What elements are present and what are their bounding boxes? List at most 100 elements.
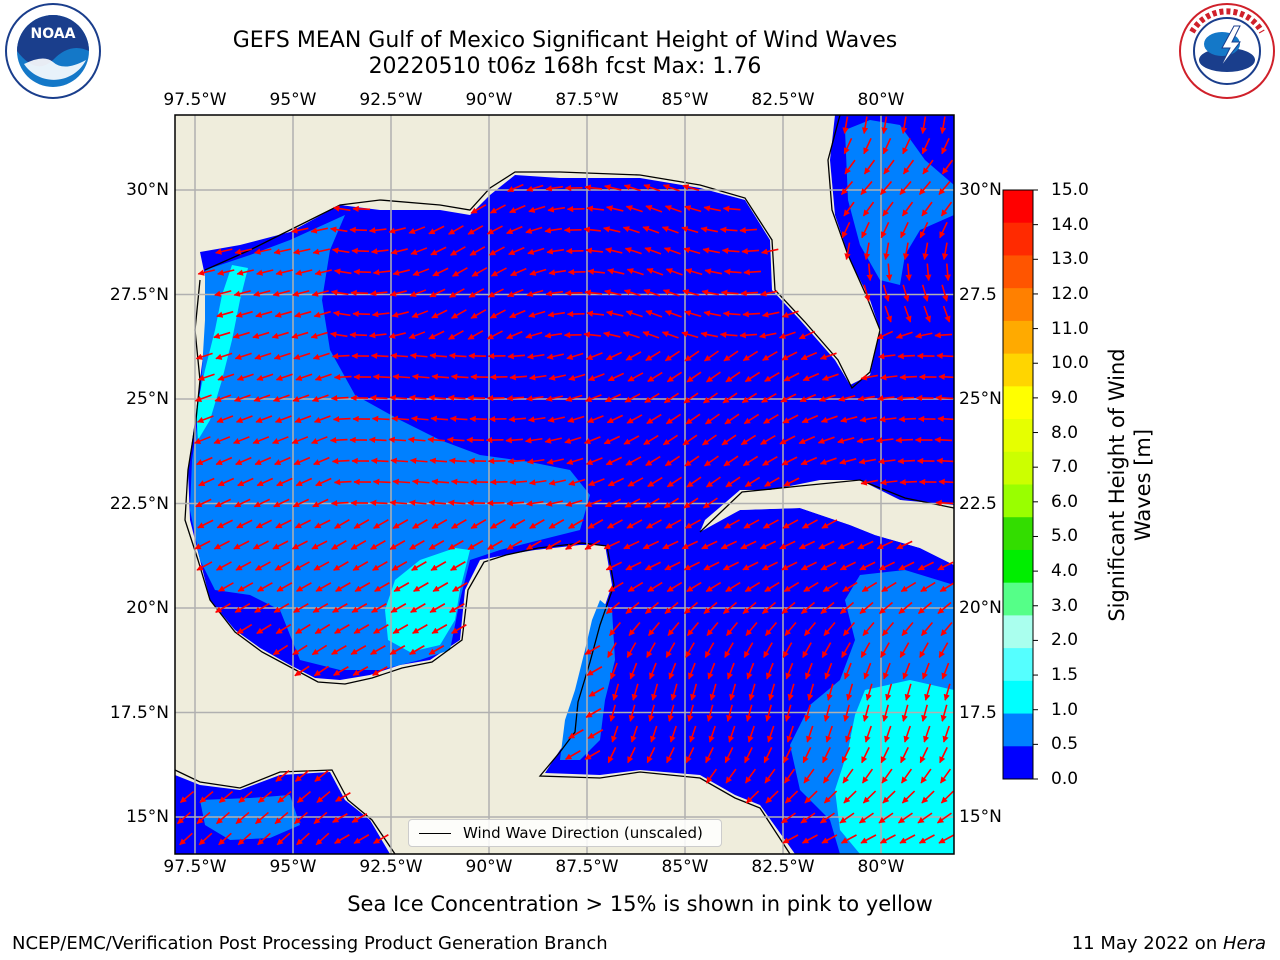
wave-direction-arrow bbox=[837, 437, 855, 444]
wave-direction-arrow bbox=[431, 478, 450, 485]
wave-direction-arrow bbox=[314, 519, 331, 529]
wave-direction-arrow bbox=[644, 601, 660, 615]
wave-direction-arrow bbox=[821, 373, 839, 381]
wave-direction-arrow bbox=[583, 226, 602, 233]
wave-direction-arrow bbox=[333, 268, 352, 275]
wave-direction-arrow bbox=[371, 311, 390, 318]
wave-direction-arrow bbox=[666, 581, 683, 593]
wave-direction-arrow bbox=[218, 582, 234, 592]
wave-direction-arrow bbox=[179, 832, 193, 846]
lon-label-top: 82.5°W bbox=[751, 90, 815, 110]
wave-direction-arrow bbox=[902, 242, 910, 260]
colorbar-tick-label: 5.0 bbox=[1051, 526, 1079, 547]
wave-direction-arrow bbox=[703, 561, 720, 571]
wave-direction-arrow bbox=[391, 561, 408, 571]
wave-direction-arrow bbox=[311, 290, 329, 297]
wave-direction-arrow bbox=[687, 704, 694, 722]
wave-direction-arrow bbox=[488, 246, 505, 256]
colorbar-swatch bbox=[1003, 386, 1033, 420]
wave-direction-arrow bbox=[700, 226, 718, 233]
lon-label-bottom: 90°W bbox=[465, 857, 513, 877]
wave-direction-arrow bbox=[333, 373, 352, 381]
lon-label-top: 80°W bbox=[857, 90, 905, 110]
wave-direction-arrow bbox=[275, 770, 290, 782]
wave-direction-arrow bbox=[330, 499, 349, 507]
wave-direction-arrow bbox=[763, 642, 773, 658]
wave-direction-arrow bbox=[865, 683, 873, 701]
wave-direction-arrow bbox=[625, 561, 642, 571]
wave-direction-arrow bbox=[585, 352, 603, 360]
wave-direction-arrow bbox=[273, 248, 291, 255]
wave-direction-arrow bbox=[470, 204, 487, 214]
wave-direction-arrow bbox=[683, 601, 699, 615]
wave-direction-arrow bbox=[920, 581, 936, 593]
wave-direction-arrow bbox=[917, 561, 934, 571]
wave-direction-arrow bbox=[783, 768, 796, 784]
wave-direction-arrow bbox=[709, 683, 717, 701]
wave-direction-arrow bbox=[783, 477, 800, 487]
wave-direction-arrow bbox=[507, 288, 524, 298]
colorbar-tick-label: 2.0 bbox=[1051, 630, 1079, 651]
wave-direction-arrow bbox=[431, 519, 448, 529]
wave-direction-arrow bbox=[782, 414, 799, 424]
wave-direction-arrow bbox=[545, 395, 563, 402]
wave-direction-arrow bbox=[900, 746, 909, 764]
wave-direction-arrow bbox=[448, 225, 464, 235]
wave-direction-arrow bbox=[448, 352, 467, 360]
wave-direction-arrow bbox=[670, 683, 678, 701]
wave-direction-arrow bbox=[545, 500, 563, 507]
wave-direction-arrow bbox=[762, 456, 778, 466]
wave-direction-arrow bbox=[312, 248, 330, 255]
lat-label-right: 27.5 bbox=[959, 284, 997, 305]
wave-direction-arrow bbox=[546, 248, 565, 255]
wave-direction-arrow bbox=[701, 289, 719, 296]
wave-direction-arrow bbox=[291, 540, 308, 550]
wave-direction-arrow bbox=[545, 290, 564, 297]
wave-direction-arrow bbox=[216, 310, 234, 318]
wave-direction-arrow bbox=[650, 725, 658, 743]
wave-direction-arrow bbox=[665, 268, 683, 276]
wave-direction-arrow bbox=[727, 662, 735, 680]
wave-direction-arrow bbox=[177, 811, 191, 825]
wave-direction-arrow bbox=[409, 457, 428, 464]
wave-direction-arrow bbox=[408, 394, 427, 401]
wave-direction-arrow bbox=[274, 811, 289, 825]
wave-direction-arrow bbox=[703, 601, 718, 615]
wave-direction-arrow bbox=[802, 642, 812, 658]
wave-direction-arrow bbox=[609, 704, 616, 722]
lat-label-right: 15°N bbox=[959, 807, 1002, 827]
wave-direction-arrow bbox=[311, 436, 328, 444]
wave-direction-arrow bbox=[622, 226, 640, 234]
wave-direction-arrow bbox=[702, 247, 720, 254]
wave-direction-arrow bbox=[706, 704, 714, 722]
wave-direction-arrow bbox=[915, 332, 933, 339]
wave-direction-arrow bbox=[819, 352, 837, 360]
wave-direction-arrow bbox=[895, 331, 913, 339]
wave-direction-arrow bbox=[665, 519, 682, 529]
wave-direction-arrow bbox=[897, 352, 916, 360]
chart-title: GEFS MEAN Gulf of Mexico Significant Hei… bbox=[232, 28, 898, 53]
wave-direction-arrow bbox=[313, 811, 328, 825]
wave-direction-arrow bbox=[548, 519, 565, 529]
wave-direction-arrow bbox=[349, 331, 368, 339]
wave-direction-arrow bbox=[625, 601, 640, 615]
wave-direction-arrow bbox=[722, 392, 738, 404]
wave-direction-arrow bbox=[786, 725, 794, 743]
wave-direction-arrow bbox=[917, 812, 933, 824]
wave-direction-arrow bbox=[197, 519, 214, 529]
wave-direction-arrow bbox=[725, 621, 739, 637]
wave-direction-arrow bbox=[743, 268, 762, 276]
wave-direction-arrow bbox=[275, 373, 293, 381]
wave-direction-arrow bbox=[720, 289, 739, 296]
wave-direction-arrow bbox=[332, 813, 348, 823]
wave-direction-arrow bbox=[900, 768, 913, 784]
wave-direction-arrow bbox=[742, 601, 757, 615]
wave-direction-arrow bbox=[686, 371, 702, 383]
wave-direction-arrow bbox=[547, 311, 566, 318]
wave-direction-arrow bbox=[568, 519, 584, 529]
wave-direction-arrow bbox=[628, 621, 641, 637]
wave-direction-arrow bbox=[622, 331, 640, 339]
wave-direction-arrow bbox=[723, 519, 740, 529]
wave-direction-arrow bbox=[877, 458, 896, 465]
wave-direction-arrow bbox=[623, 540, 640, 550]
